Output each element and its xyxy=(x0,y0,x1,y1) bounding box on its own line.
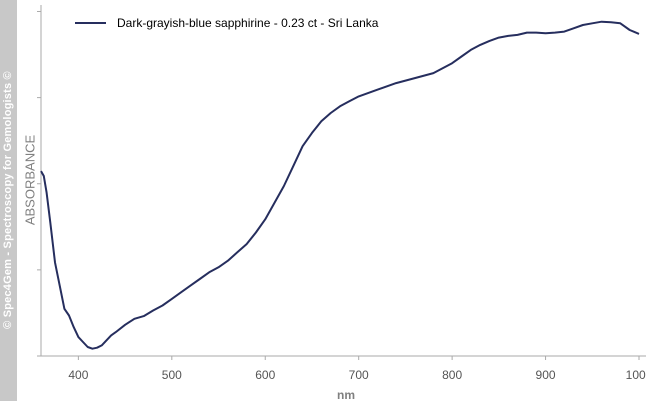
x-tick-label: 400 xyxy=(68,368,88,382)
x-tick-label: 800 xyxy=(442,368,462,382)
y-ticks xyxy=(37,10,41,357)
y-axis-label: ABSORBANCE xyxy=(22,134,38,226)
x-tick-label: 500 xyxy=(162,368,182,382)
watermark-strip: © Spec4Gem - Spectroscopy for Gemologist… xyxy=(0,0,17,401)
legend-label: Dark-grayish-blue sapphirine - 0.23 ct -… xyxy=(117,16,379,30)
x-ticks: 400 500 600 700 800 900 1000 xyxy=(68,356,646,382)
legend: Dark-grayish-blue sapphirine - 0.23 ct -… xyxy=(75,16,379,30)
x-axis-label: nm xyxy=(337,388,355,401)
x-tick-label: 1000 xyxy=(626,368,646,382)
series-line xyxy=(40,20,640,350)
x-tick-label: 900 xyxy=(536,368,556,382)
series-layer xyxy=(40,20,640,350)
x-tick-label: 700 xyxy=(349,368,369,382)
axes xyxy=(40,5,646,357)
x-tick-label: 600 xyxy=(255,368,275,382)
